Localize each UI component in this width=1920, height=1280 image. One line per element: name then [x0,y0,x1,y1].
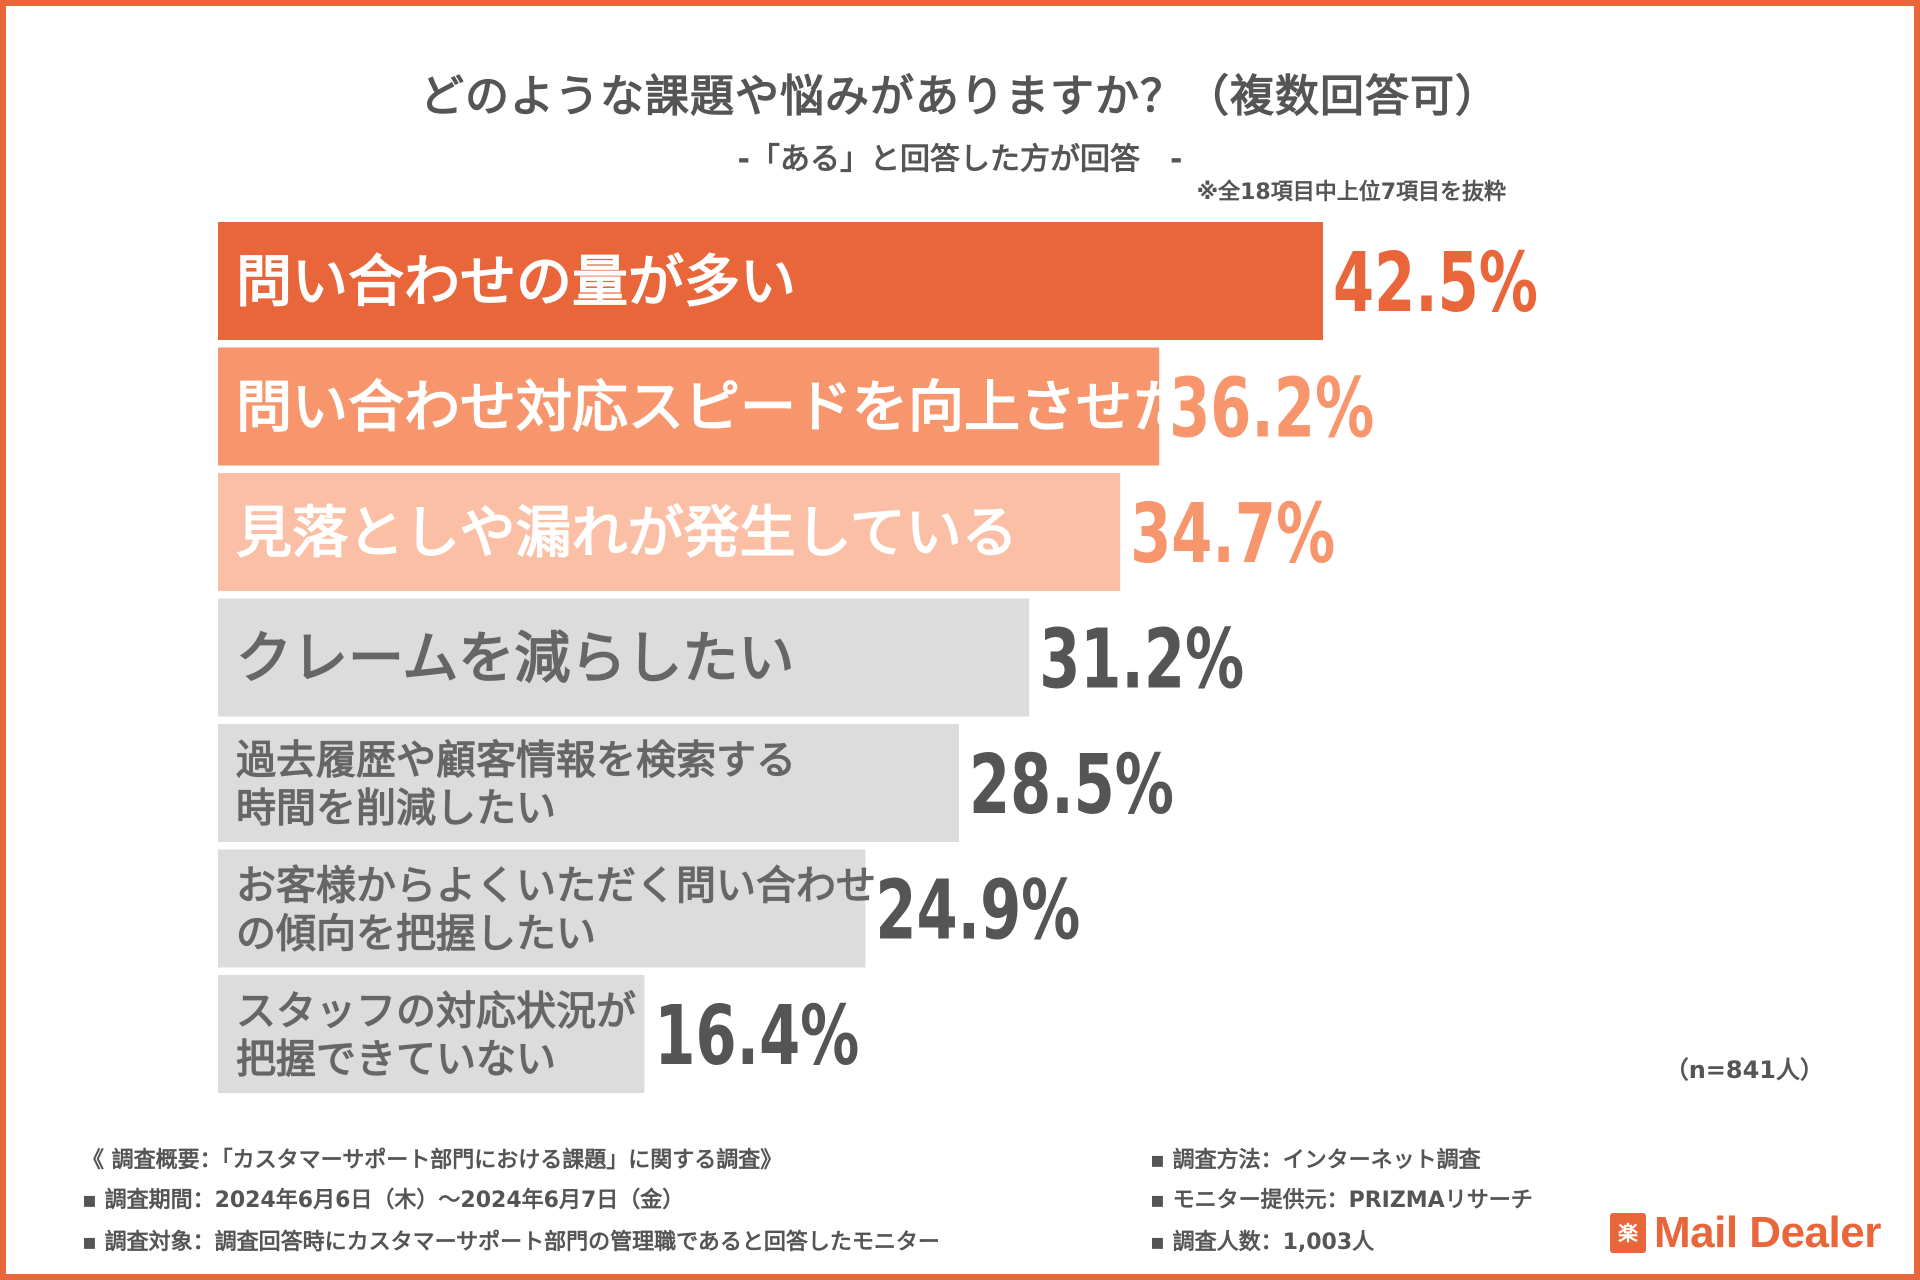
logo-text: Mail Dealer [1654,1208,1881,1257]
chart-subtitle: -「ある」と回答した方が回答 - [737,142,1183,177]
bar-label-7-line-1: スタッフの対応状況が [236,988,636,1034]
value-label-5: 28.5% [969,738,1174,833]
bar-3 [218,473,1121,591]
bar-label-2: 問い合わせ対応スピードを向上させたい [236,376,1244,441]
value-label-7: 16.4% [654,989,859,1084]
footer-period: ▪ 調査期間：2024年6月6日（木）～2024年6月7日（金） [82,1188,685,1213]
bar-label-6-line-1: お客様からよくいただく問い合わせ [236,863,876,909]
bar-2 [218,347,1160,466]
value-label-2: 36.2% [1169,362,1374,457]
sample-size: （n=841人） [1664,1056,1824,1084]
chart-title: どのような課題や悩みがありますか？（複数回答可） [420,71,1500,122]
footer-overview: 《 調査概要：「カスタマーサポート部門における課題」に関する調査》 [82,1148,783,1173]
bar-label-1: 問い合わせの量が多い [236,250,796,315]
value-label-6: 24.9% [875,864,1080,959]
bar-7 [218,975,645,1093]
footer-respondents: ▪ 調査人数：1,003人 [1150,1230,1375,1255]
bar-4 [218,598,1030,717]
footer-provider: ▪ モニター提供元：PRIZMAリサーチ [1150,1188,1533,1213]
footer-target: ▪ 調査対象：調査回答時にカスタマーサポート部門の管理職であると回答したモニター [82,1230,940,1255]
mail-dealer-logo: 楽 Mail Dealer [1610,1208,1881,1258]
bar-label-6-line-2: の傾向を把握したい [236,911,596,957]
value-label-1: 42.5% [1333,236,1538,331]
value-label-4: 31.2% [1039,613,1244,708]
value-label-3: 34.7% [1130,487,1335,582]
bar-1 [218,222,1323,340]
bar-label-3: 見落としや漏れが発生している [236,501,1018,566]
bar-label-4: クレームを減らしたい [236,627,794,692]
footer-method: ▪ 調査方法：インターネット調査 [1150,1148,1481,1173]
chart-note: ※全18項目中上位7項目を抜粋 [1196,180,1506,205]
bar-5 [218,724,959,842]
bar-label-5-line-1: 過去履歴や顧客情報を検索する [236,737,796,783]
bar-label-7-line-2: 把握できていない [236,1036,556,1082]
bar-6 [218,849,866,968]
bar-label-5-line-2: 時間を削減したい [236,785,556,831]
rakus-logo-icon: 楽 [1610,1213,1646,1253]
